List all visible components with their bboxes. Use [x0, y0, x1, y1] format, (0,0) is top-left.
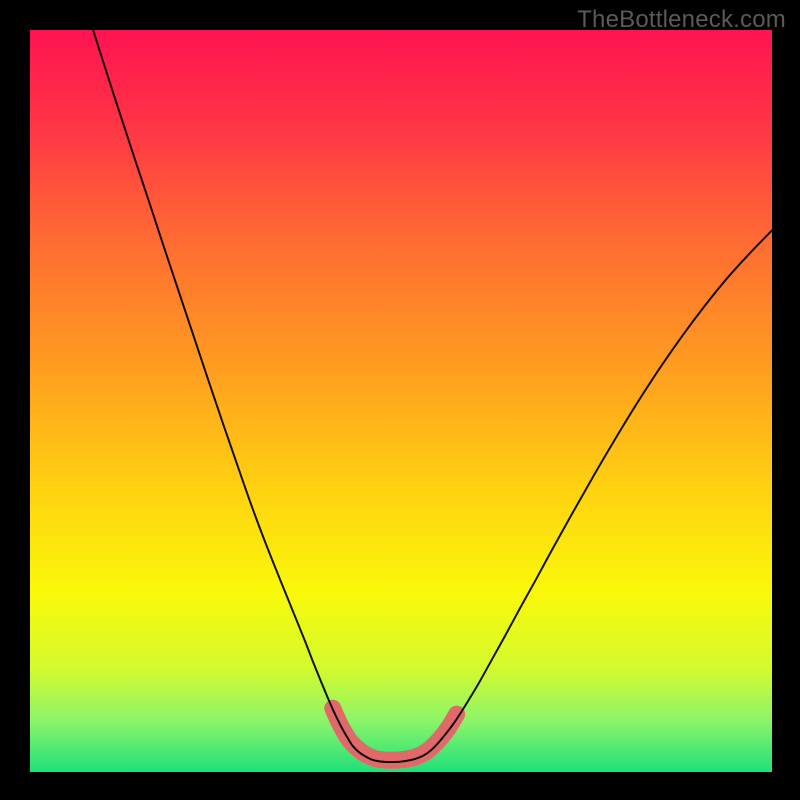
chart-canvas: TheBottleneck.com — [0, 0, 800, 800]
plot-svg — [30, 30, 772, 772]
gradient-background — [30, 30, 772, 772]
plot-area — [30, 30, 772, 772]
